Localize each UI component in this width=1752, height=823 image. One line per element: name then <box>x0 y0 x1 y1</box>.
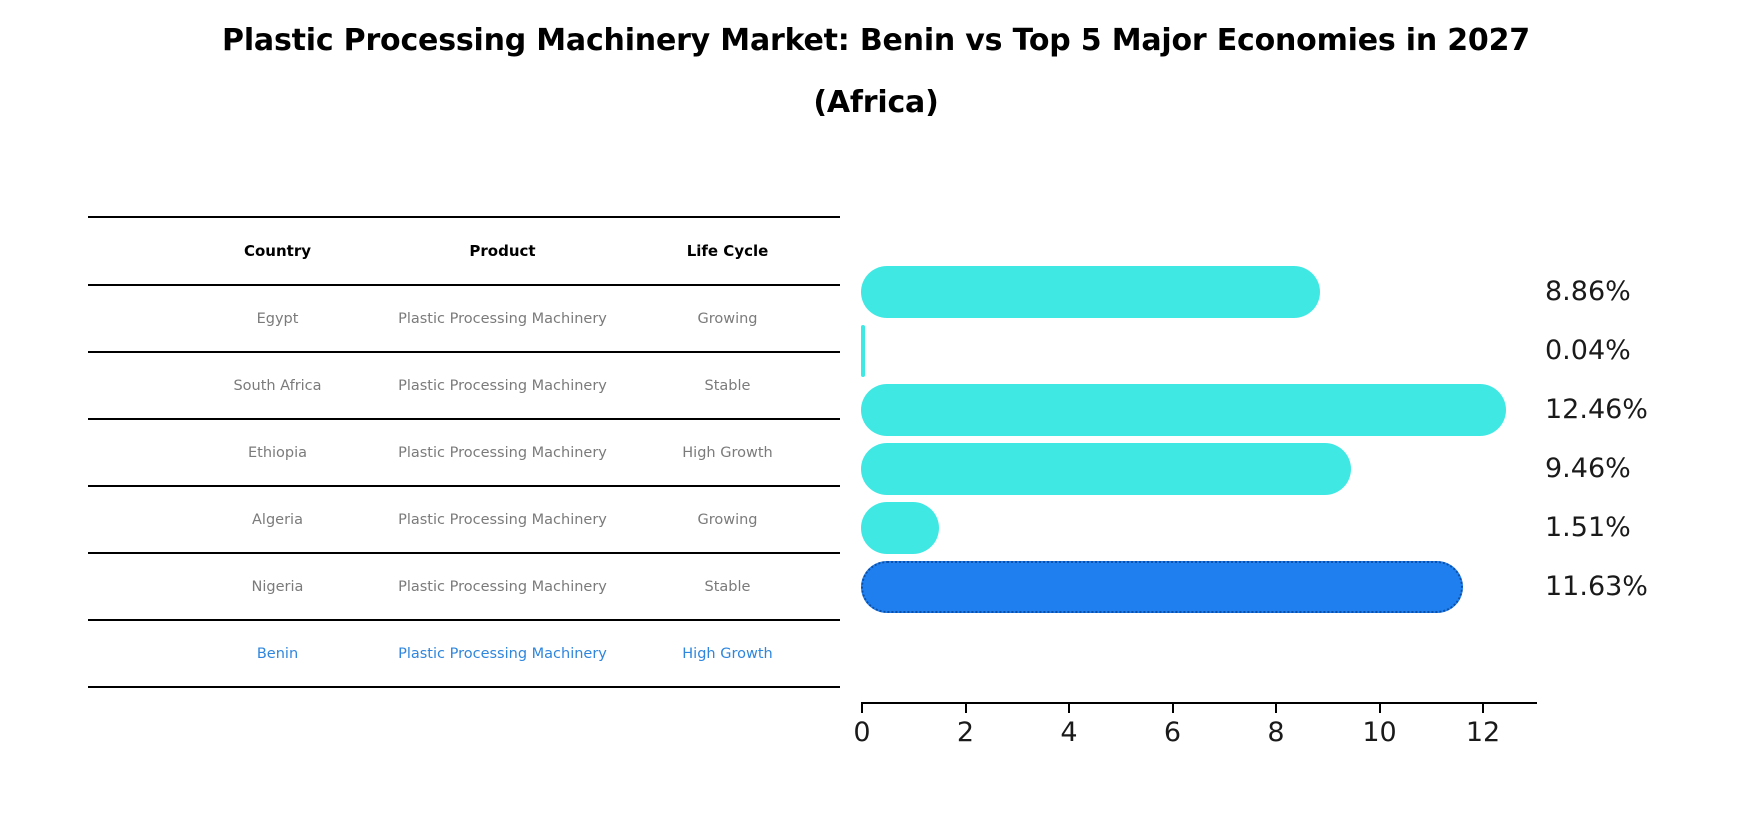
table-cell-country: Algeria <box>252 511 303 528</box>
bar-algeria[interactable] <box>861 443 1351 495</box>
table-rule <box>88 619 840 621</box>
chart-title: Plastic Processing Machinery Market: Ben… <box>0 10 1752 134</box>
bar-track <box>861 561 1463 613</box>
table-cell-life-cycle: Growing <box>697 511 758 528</box>
x-tick-mark <box>1068 704 1070 713</box>
x-tick-mark <box>861 704 863 713</box>
bar-track <box>861 384 1506 436</box>
bar-value-label: 0.04% <box>1545 335 1631 366</box>
bar-value-label: 11.63% <box>1545 571 1648 602</box>
table-cell-product: Plastic Processing Machinery <box>398 511 607 528</box>
x-tick-mark <box>1378 704 1381 713</box>
table-row[interactable]: Algeria Plastic Processing Machinery Growi… <box>88 487 840 552</box>
table-cell-life-cycle: Growing <box>697 310 758 327</box>
bar-value-label: 12.46% <box>1545 394 1648 425</box>
table-cell-country: Benin <box>256 645 299 662</box>
table-cell-life-cycle: Stable <box>704 377 751 394</box>
table-rule-row <box>88 686 840 688</box>
bar-track <box>861 502 940 554</box>
table-cell-country: Egypt <box>256 310 299 327</box>
table-cell-life-cycle: Stable <box>704 578 751 595</box>
table-cell-country: Nigeria <box>251 578 304 595</box>
bar-ethiopia[interactable] <box>861 384 1506 436</box>
bar-value-label: 9.46% <box>1545 453 1631 484</box>
table-rule-row <box>88 351 840 353</box>
table-cell-product: Plastic Processing Machinery <box>398 578 607 595</box>
table-rule-top <box>88 216 840 218</box>
table-cell-product: Plastic Processing Machinery <box>398 310 607 327</box>
table-rule-header <box>88 284 840 286</box>
bar-egypt[interactable] <box>861 266 1320 318</box>
table-row[interactable]: Egypt Plastic Processing Machinery Growing <box>88 286 840 351</box>
x-tick-mark <box>1275 704 1277 713</box>
x-tick-label: 12 <box>1465 717 1501 748</box>
x-tick-label: 4 <box>1060 717 1078 748</box>
table-cell-country: Ethiopia <box>247 444 308 461</box>
x-tick-mark <box>964 704 967 713</box>
x-tick-label: 2 <box>956 717 975 748</box>
x-tick-label: 8 <box>1267 717 1285 748</box>
table-row[interactable]: Benin Plastic Processing Machinery High Gr… <box>88 621 840 686</box>
bar-value-label: 8.86% <box>1545 276 1631 307</box>
table-rule <box>88 686 840 688</box>
bar-nigeria[interactable] <box>861 502 940 554</box>
table-header-row: Country Product Life Cycle <box>88 218 840 284</box>
table-cell-product: Plastic Processing Machinery <box>398 444 607 461</box>
title-line-1: Plastic Processing Machinery Market: Ben… <box>222 23 1530 58</box>
table-cell-product: Plastic Processing Machinery <box>398 377 607 394</box>
table-rule-row <box>88 418 840 420</box>
table-header-life-cycle: Life Cycle <box>686 242 769 260</box>
table-rule <box>88 552 840 554</box>
country-table: Country Product Life Cycle Egypt Plastic Pro… <box>88 216 840 688</box>
table-row[interactable]: South Africa Plastic Processing Machinery… <box>88 353 840 418</box>
table-cell-country: South Africa <box>233 377 322 394</box>
bar-value-label: 1.51% <box>1545 512 1631 543</box>
bar-south-africa[interactable] <box>861 325 865 377</box>
table-rule-row <box>88 552 840 554</box>
table-cell-life-cycle: High Growth <box>682 645 773 662</box>
bar-track <box>861 266 1320 318</box>
bar-track <box>861 443 1351 495</box>
table-rule <box>88 418 840 420</box>
x-tick-label: 10 <box>1362 717 1397 748</box>
x-tick-label: 6 <box>1163 717 1182 748</box>
x-tick-label: 0 <box>853 717 871 748</box>
table-rule <box>88 284 840 286</box>
table-rule <box>88 216 840 218</box>
x-tick-mark <box>1171 704 1174 713</box>
country-table-panel: Country Product Life Cycle Egypt Plastic Pro… <box>88 216 840 696</box>
table-header-product: Product <box>469 242 536 260</box>
x-tick-mark <box>1482 704 1484 713</box>
table-cell-product: Plastic Processing Machinery <box>398 645 607 662</box>
bar-track <box>861 325 865 377</box>
bar-benin[interactable] <box>861 561 1463 613</box>
table-rule <box>88 485 840 487</box>
table-rule-row <box>88 619 840 621</box>
table-cell-life-cycle: High Growth <box>682 444 773 461</box>
table-rule-row <box>88 485 840 487</box>
table-rule <box>88 351 840 353</box>
title-line-2: (Africa) <box>813 85 939 120</box>
table-row[interactable]: Nigeria Plastic Processing Machinery Stabl… <box>88 554 840 619</box>
x-axis-line <box>861 702 1537 704</box>
table-row[interactable]: Ethiopia Plastic Processing Machinery High… <box>88 420 840 485</box>
table-header-country: Country <box>243 242 312 260</box>
